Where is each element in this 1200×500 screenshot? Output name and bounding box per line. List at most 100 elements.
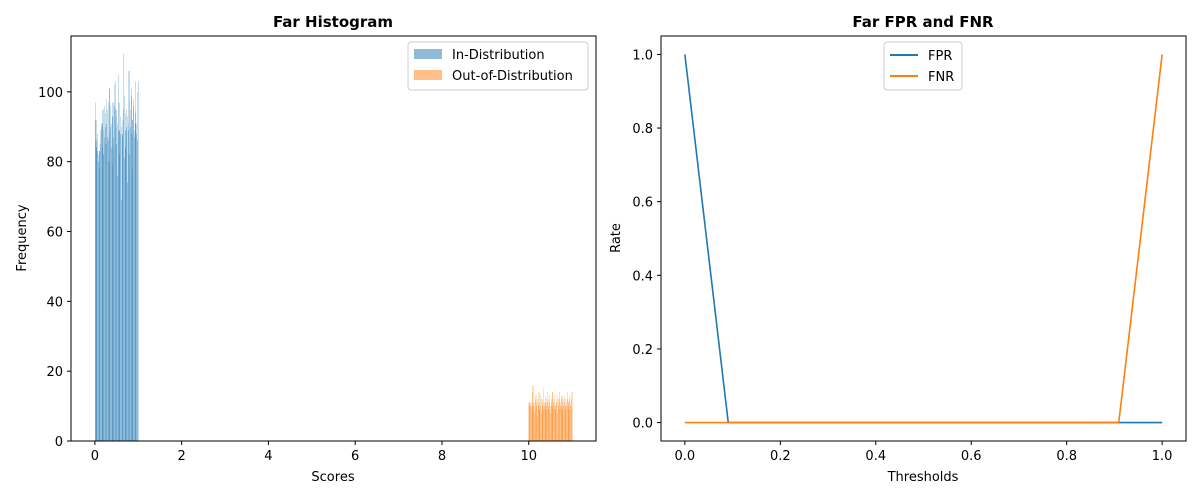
fpr-fnr-x-ticks: 0.0 0.2 0.4 0.6 0.8 1.0 [675,441,1172,464]
in-distribution-bar [130,109,131,441]
out-of-distribution-bar [568,402,569,441]
in-distribution-bar [102,123,103,441]
in-distribution-bar [95,102,96,441]
out-of-distribution-bar [530,406,531,441]
in-distribution-bar [129,154,131,441]
out-of-distribution-bar [554,395,555,441]
out-of-distribution-bar [540,399,542,441]
in-distribution-bar [136,133,137,442]
out-of-distribution-bar [536,402,537,441]
in-distribution-bar [107,109,108,441]
in-distribution-bar [96,119,98,442]
in-distribution-bar [105,144,107,441]
histogram-legend-label-out: Out-of-Distribution [452,69,573,84]
in-distribution-bar [109,88,110,441]
in-distribution-bar [114,81,116,441]
out-of-distribution-bar [563,402,565,441]
out-of-distribution-bar [564,395,565,441]
out-of-distribution-bar [538,402,539,441]
in-distribution-bar [124,112,126,441]
fpr-fnr-x-tick-label: 0.8 [1056,449,1077,464]
in-distribution-bar [116,144,118,441]
histogram-chart: Far Histogram 0 2 4 6 8 10 0 20 40 60 80 100 Score… [15,13,597,485]
fpr-fnr-y-axis-label: Rate [609,223,624,253]
fpr-fnr-x-tick-label: 0.4 [865,449,886,464]
in-distribution-bar [123,95,125,441]
in-distribution-bar [95,140,97,441]
out-of-distribution-bar [531,392,533,441]
histogram-x-tick-label: 4 [264,449,272,464]
out-of-distribution-bar [535,409,536,441]
out-of-distribution-bar [571,392,573,441]
out-of-distribution-bar [542,399,544,441]
histogram-y-tick-label: 20 [46,365,63,380]
in-distribution-bar [134,137,135,441]
out-of-distribution-bar [556,402,558,441]
out-of-distribution-bar [556,399,557,441]
in-distribution-bar [106,123,107,441]
in-distribution-bar [116,123,118,441]
in-distribution-bar [117,130,119,441]
fpr-fnr-y-ticks: 0.0 0.2 0.4 0.6 0.8 1.0 [632,48,661,432]
in-distribution-bar [99,151,101,441]
histogram-legend-swatch-in [414,49,442,59]
out-of-distribution-bar [535,395,537,441]
in-distribution-bar [123,53,125,441]
out-of-distribution-bar [528,402,530,441]
out-of-distribution-bar [571,409,572,441]
in-distribution-bar [131,88,132,441]
out-of-distribution-bar [566,406,567,441]
in-distribution-bar [107,140,109,441]
in-distribution-bar [120,133,121,442]
out-of-distribution-bar [529,402,531,441]
fpr-fnr-y-tick-label: 0.0 [632,417,653,432]
out-of-distribution-bar [550,399,552,441]
in-distribution-bar [107,137,109,441]
histogram-y-tick-label: 40 [46,295,63,310]
in-distribution-bar [135,123,136,441]
in-distribution-bar [124,158,125,441]
in-distribution-bar [123,109,124,441]
histogram-x-ticks: 0 2 4 6 8 10 [91,441,537,464]
in-distribution-bar [126,109,127,441]
histogram-y-tick-label: 80 [46,156,63,171]
in-distribution-bar [135,112,137,441]
out-of-distribution-bar [560,399,562,441]
out-of-distribution-bar [539,409,540,441]
out-of-distribution-bar [555,409,556,441]
out-of-distribution-bar [559,409,560,441]
out-of-distribution-bar [534,399,536,441]
histogram-x-tick-label: 0 [91,449,99,464]
out-of-distribution-bar [534,402,535,441]
out-of-distribution-bar [551,406,553,441]
histogram-title: Far Histogram [273,13,393,31]
out-of-distribution-bar [536,416,538,441]
out-of-distribution-bar [555,406,557,441]
in-distribution-bar [113,84,115,442]
in-distribution-bar [130,126,132,441]
in-distribution-bar [136,123,138,441]
out-of-distribution-bar [557,395,558,441]
out-of-distribution-bar [542,406,543,441]
fpr-fnr-y-tick-label: 1.0 [632,48,653,63]
in-distribution-bar [97,151,98,441]
in-distribution-bar [105,112,106,441]
fpr-fnr-y-tick-label: 0.8 [632,122,653,137]
out-of-distribution-bar [569,395,571,441]
in-distribution-bar [103,154,105,441]
in-distribution-bar [111,147,112,442]
out-of-distribution-bar [553,399,555,441]
fpr-fnr-y-tick-label: 0.6 [632,196,653,211]
in-distribution-bar [122,133,123,442]
out-of-distribution-bar [532,385,534,441]
in-distribution-bar [96,147,97,442]
out-of-distribution-bar [544,395,546,441]
in-distribution-bar [104,126,106,441]
out-of-distribution-bar [558,402,559,441]
in-distribution-bar [132,119,133,442]
out-of-distribution-bar [552,392,553,441]
fpr-fnr-x-tick-label: 0.2 [770,449,791,464]
out-of-distribution-bar [530,409,532,441]
out-of-distribution-bar [567,399,568,441]
